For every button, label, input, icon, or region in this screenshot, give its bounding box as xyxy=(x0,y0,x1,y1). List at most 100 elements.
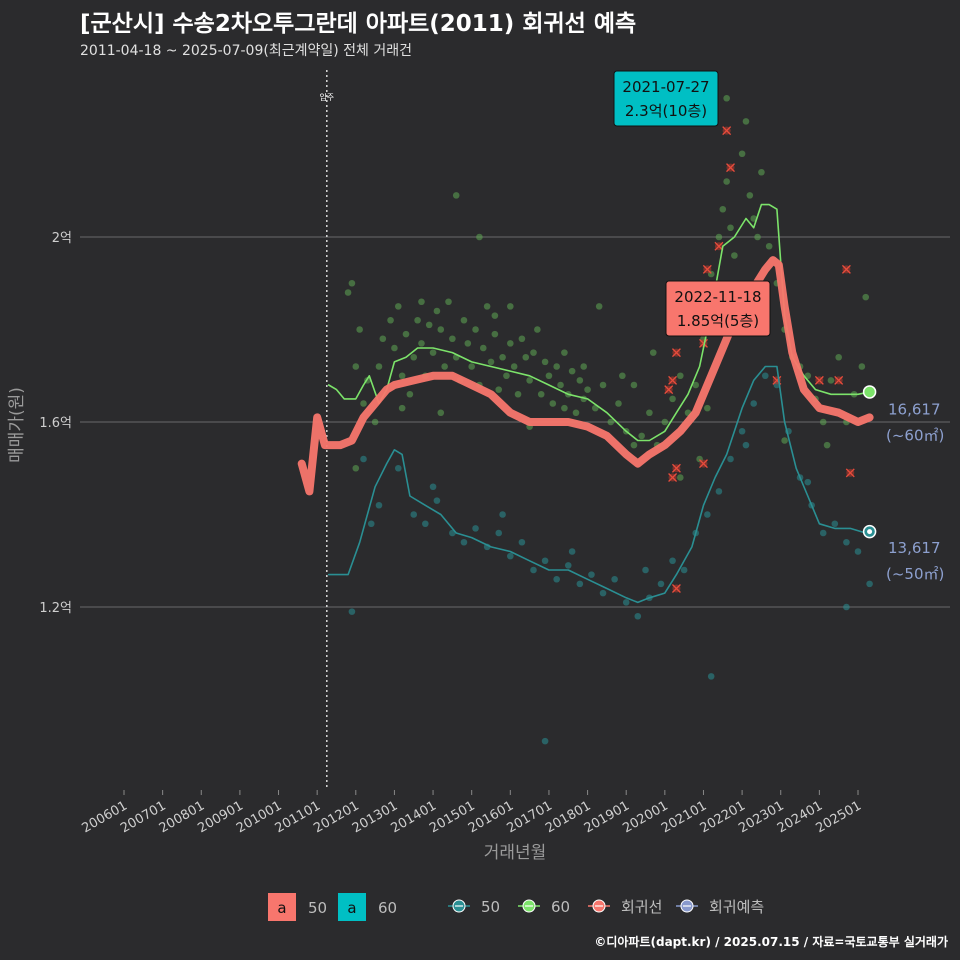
legend-fill-key: a xyxy=(347,899,356,917)
point-60 xyxy=(646,409,653,417)
annotation-box xyxy=(613,70,719,127)
point-60 xyxy=(758,168,765,176)
legend-fill-key: a xyxy=(277,899,286,917)
point-60 xyxy=(414,316,421,324)
point-50 xyxy=(738,427,746,435)
legend-fill-label: 50 xyxy=(308,899,327,917)
point-50 xyxy=(761,372,769,380)
point-50 xyxy=(460,538,468,546)
point-60 xyxy=(534,326,541,333)
point-50 xyxy=(348,608,356,615)
point-60 xyxy=(391,344,398,352)
legend-fill-swatch xyxy=(268,893,296,921)
legend: a 50 a 60 50 60 회귀선 회귀예측 xyxy=(268,893,764,921)
point-60 xyxy=(553,363,560,370)
point-60 xyxy=(599,381,607,389)
marker-x xyxy=(668,375,678,385)
legend-fill-label: 60 xyxy=(378,899,397,917)
x-axis-title: 거래년월 xyxy=(484,843,547,863)
point-60 xyxy=(472,326,479,333)
marker-x xyxy=(699,459,708,469)
point-60 xyxy=(491,330,499,338)
y-axis-title: 매매가(원) xyxy=(7,387,27,463)
point-60 xyxy=(452,192,460,199)
end-point-50-center xyxy=(867,529,873,535)
point-50 xyxy=(530,566,537,574)
point-60 xyxy=(418,340,425,347)
point-50 xyxy=(642,566,649,574)
point-60 xyxy=(727,224,734,232)
point-50 xyxy=(866,580,873,588)
point-50 xyxy=(410,511,418,518)
point-60 xyxy=(479,344,487,352)
annotation-box xyxy=(665,280,771,337)
point-50 xyxy=(750,400,757,407)
point-50 xyxy=(819,529,827,537)
point-50 xyxy=(742,441,750,449)
point-50 xyxy=(843,538,850,546)
point-60 xyxy=(449,335,456,343)
y-tick-label: 2억 xyxy=(52,231,72,246)
marker-x xyxy=(702,264,712,274)
point-60 xyxy=(526,377,533,384)
point-50 xyxy=(599,589,607,597)
point-60 xyxy=(765,242,773,250)
point-60 xyxy=(445,298,452,306)
point-60 xyxy=(510,363,518,370)
point-60 xyxy=(352,464,360,472)
point-60 xyxy=(425,321,433,329)
end-label-unit: (~60㎡) xyxy=(886,426,944,444)
point-60 xyxy=(615,400,622,407)
point-60 xyxy=(387,316,394,324)
point-60 xyxy=(507,303,514,310)
point-50 xyxy=(564,562,572,569)
point-60 xyxy=(437,409,445,417)
point-60 xyxy=(742,118,750,125)
point-60 xyxy=(437,326,445,333)
point-50 xyxy=(472,525,479,532)
point-60 xyxy=(619,372,626,380)
annotation-value: 2.3억(10층) xyxy=(625,102,707,120)
point-60 xyxy=(468,363,475,370)
point-60 xyxy=(518,335,526,343)
point-60 xyxy=(356,326,363,333)
marker-x xyxy=(671,584,681,593)
annotation-red: 2022-11-18 1.85억(5층) xyxy=(665,280,771,337)
point-60 xyxy=(630,441,638,449)
chart-subtitle: 2011-04-18 ~ 2025-07-09(최근계약일) 전체 거래건 xyxy=(80,43,412,59)
point-60 xyxy=(704,404,711,412)
point-50 xyxy=(518,538,526,546)
point-50 xyxy=(568,548,576,555)
point-60 xyxy=(823,441,831,449)
point-60 xyxy=(375,363,383,370)
point-50 xyxy=(715,488,723,495)
point-50 xyxy=(553,575,560,583)
point-60 xyxy=(483,303,491,310)
point-60 xyxy=(410,353,418,361)
marker-x xyxy=(699,338,708,348)
point-50 xyxy=(541,557,549,565)
point-60 xyxy=(418,298,425,306)
point-60 xyxy=(371,418,379,426)
point-60 xyxy=(750,215,757,222)
point-60 xyxy=(723,178,730,185)
point-60 xyxy=(595,303,603,310)
outlier-markers xyxy=(664,126,855,593)
point-50 xyxy=(422,520,429,528)
point-60 xyxy=(835,353,842,361)
point-60 xyxy=(394,303,402,310)
point-60 xyxy=(530,349,537,356)
point-60 xyxy=(487,358,495,366)
point-60 xyxy=(561,349,568,356)
chart-title: [군산시] 수송2차오투그란데 아파트(2011) 회귀선 예측 xyxy=(80,11,637,37)
legend-line-label: 50 xyxy=(481,898,500,916)
point-60 xyxy=(344,289,352,296)
point-60 xyxy=(360,400,367,407)
point-50 xyxy=(611,575,618,583)
legend-line-label: 60 xyxy=(551,898,570,916)
marker-x xyxy=(726,163,735,173)
point-60 xyxy=(549,400,557,407)
point-60 xyxy=(649,349,657,356)
point-50 xyxy=(360,455,367,463)
marker-x xyxy=(722,126,732,136)
